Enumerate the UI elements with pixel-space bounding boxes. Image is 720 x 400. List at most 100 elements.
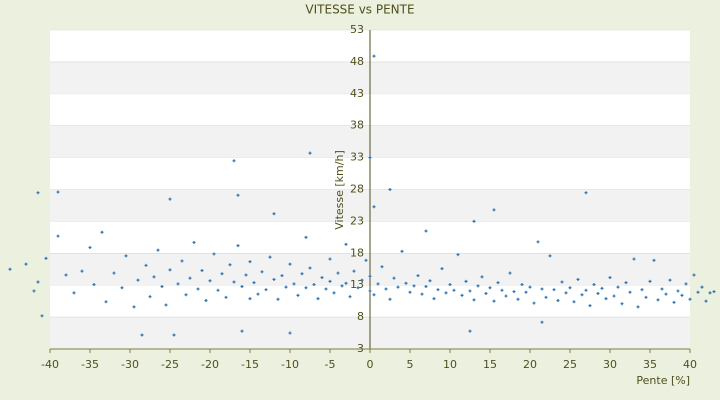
x-tick-label: 35 — [643, 358, 657, 371]
data-point — [704, 299, 708, 303]
data-point — [568, 286, 572, 290]
x-tick-label: 15 — [483, 358, 497, 371]
data-point — [692, 273, 696, 277]
y-axis-title: Vitesse [km/h] — [333, 150, 346, 230]
data-point — [644, 295, 648, 299]
data-point — [280, 274, 284, 278]
data-point — [236, 193, 240, 197]
x-tick-label: 20 — [523, 358, 537, 371]
data-point — [240, 284, 244, 288]
data-point — [344, 281, 348, 285]
data-point — [700, 285, 704, 289]
data-point — [260, 270, 264, 274]
data-point — [604, 297, 608, 301]
data-point — [680, 293, 684, 297]
data-point — [668, 278, 672, 282]
data-point — [224, 295, 228, 299]
data-point — [468, 329, 472, 333]
data-point — [472, 219, 476, 223]
x-tick-label: -20 — [201, 358, 219, 371]
data-point — [332, 291, 336, 295]
y-tick-label: 13 — [350, 278, 364, 291]
data-point — [300, 272, 304, 276]
data-point — [100, 230, 104, 234]
data-point — [236, 244, 240, 248]
data-point — [524, 290, 528, 294]
data-point — [220, 272, 224, 276]
data-point — [480, 275, 484, 279]
data-point — [192, 240, 196, 244]
data-point — [292, 282, 296, 286]
y-tick-label: 48 — [350, 55, 364, 68]
data-point — [168, 197, 172, 201]
data-point — [452, 288, 456, 292]
data-point — [384, 287, 388, 291]
data-point — [272, 277, 276, 281]
data-point — [664, 292, 668, 296]
x-tick-label: -25 — [161, 358, 179, 371]
x-tick-label: 25 — [563, 358, 577, 371]
data-point — [620, 302, 624, 306]
data-point — [408, 290, 412, 294]
data-point — [584, 288, 588, 292]
x-tick-label: 30 — [603, 358, 617, 371]
data-point — [296, 293, 300, 297]
data-point — [456, 253, 460, 257]
data-point — [72, 291, 76, 295]
data-point — [608, 276, 612, 280]
x-tick-label: -30 — [121, 358, 139, 371]
data-point — [324, 287, 328, 291]
data-point — [232, 280, 236, 284]
data-point — [592, 283, 596, 287]
data-point — [364, 258, 368, 262]
data-point — [36, 191, 40, 195]
data-point — [528, 285, 532, 289]
data-point — [8, 267, 12, 271]
data-point — [688, 297, 692, 301]
x-tick-label: -40 — [41, 358, 59, 371]
data-point — [200, 269, 204, 273]
data-point — [172, 333, 176, 337]
data-point — [424, 229, 428, 233]
data-point — [660, 287, 664, 291]
chart-title: VITESSE vs PENTE — [305, 3, 414, 17]
data-point — [312, 283, 316, 287]
data-point — [256, 292, 260, 296]
data-point — [488, 286, 492, 290]
data-point — [504, 294, 508, 298]
data-point — [328, 257, 332, 261]
data-point — [360, 278, 364, 282]
data-point — [560, 280, 564, 284]
data-point — [180, 259, 184, 263]
data-point — [104, 300, 108, 304]
data-point — [372, 54, 376, 58]
data-point — [628, 290, 632, 294]
data-point — [208, 279, 212, 283]
y-tick-label: 23 — [350, 214, 364, 227]
data-point — [444, 291, 448, 295]
data-point — [412, 284, 416, 288]
y-tick-label: 43 — [350, 87, 364, 100]
data-point — [684, 282, 688, 286]
data-point — [56, 234, 60, 238]
data-point — [64, 273, 68, 277]
data-point — [640, 288, 644, 292]
data-point — [492, 299, 496, 303]
data-point — [572, 300, 576, 304]
data-point — [624, 281, 628, 285]
y-tick-label: 38 — [350, 119, 364, 132]
data-point — [404, 281, 408, 285]
data-point — [596, 291, 600, 295]
y-tick-label: 8 — [357, 310, 364, 323]
data-point — [276, 297, 280, 301]
data-point — [532, 301, 536, 305]
data-point — [652, 258, 656, 262]
data-point — [372, 205, 376, 209]
data-point — [132, 305, 136, 309]
data-point — [372, 293, 376, 297]
data-point — [544, 295, 548, 299]
data-point — [636, 305, 640, 309]
data-point — [88, 246, 92, 250]
data-point — [512, 290, 516, 294]
data-point — [212, 252, 216, 256]
